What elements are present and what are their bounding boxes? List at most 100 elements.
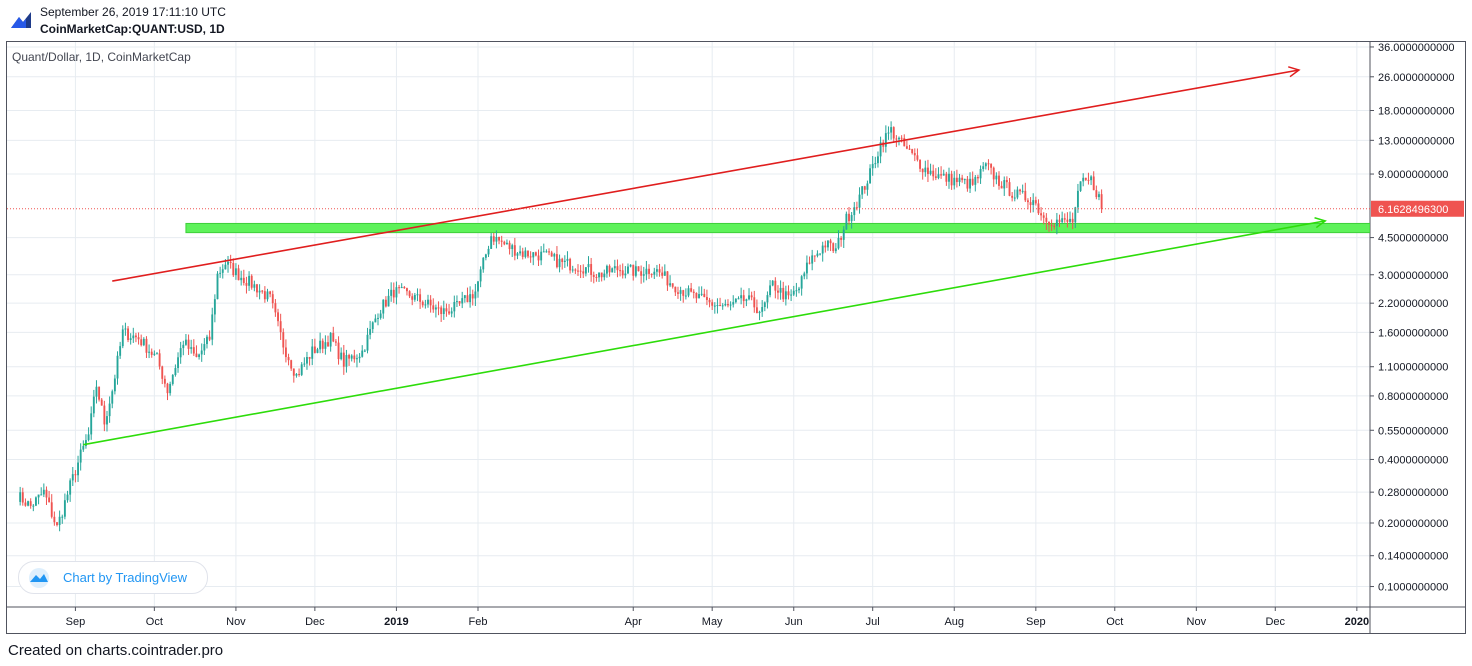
candle-down	[437, 307, 440, 309]
candle-up	[663, 271, 666, 276]
candle-down	[403, 287, 406, 289]
candle-up	[295, 373, 298, 376]
candle-up	[566, 258, 569, 261]
candle-up	[1098, 194, 1100, 198]
candle-up	[206, 336, 208, 345]
y-tick-label: 4.5000000000	[1378, 233, 1448, 245]
candle-up	[213, 299, 216, 315]
candle-up	[219, 272, 222, 274]
y-tick-label: 0.2800000000	[1378, 487, 1448, 499]
x-tick-label: Nov	[1187, 616, 1207, 628]
candle-up	[834, 248, 837, 252]
candle-down	[908, 148, 911, 150]
candle-up	[679, 290, 682, 294]
candle-down	[755, 307, 758, 314]
candle-up	[721, 305, 724, 307]
candle-down	[127, 328, 129, 341]
y-tick-label: 0.5500000000	[1378, 425, 1448, 437]
candle-down	[863, 186, 866, 190]
candle-up	[361, 350, 364, 357]
candle-up	[469, 294, 472, 303]
candle-up	[495, 236, 498, 242]
candle-up	[474, 291, 477, 299]
candle-up	[816, 253, 819, 256]
candle-down	[1053, 225, 1056, 227]
candle-up	[82, 446, 85, 450]
candle-down	[166, 383, 169, 394]
candle-down	[384, 299, 387, 307]
candle-down	[921, 168, 924, 173]
candle-up	[624, 273, 627, 276]
candle-down	[590, 264, 593, 275]
candle-up	[866, 183, 869, 190]
support-resistance-zone	[185, 222, 1370, 234]
candle-down	[408, 291, 411, 297]
candle-down	[134, 335, 137, 338]
candle-up	[1003, 180, 1006, 189]
candle-up	[784, 291, 787, 300]
y-tick-label: 0.4000000000	[1378, 454, 1448, 466]
candle-up	[795, 290, 798, 292]
candle-up	[963, 178, 966, 181]
y-tick-label: 36.0000000000	[1378, 42, 1454, 54]
candle-up	[171, 375, 174, 384]
candle-down	[895, 138, 898, 140]
candle-down	[298, 373, 301, 375]
candle-up	[942, 173, 945, 176]
y-tick-label: 26.0000000000	[1378, 72, 1454, 84]
candle-down	[787, 291, 790, 296]
candle-down	[1008, 182, 1011, 196]
candle-up	[184, 339, 187, 345]
candle-down	[934, 176, 937, 179]
candle-up	[456, 301, 458, 303]
candle-up	[306, 357, 308, 364]
candle-down	[1034, 200, 1037, 204]
candle-up	[884, 133, 887, 147]
candle-up	[687, 288, 690, 296]
candle-up	[311, 346, 314, 359]
candle-down	[595, 276, 598, 278]
y-tick-label: 0.8000000000	[1378, 391, 1448, 403]
candle-down	[708, 299, 711, 303]
candle-up	[605, 265, 608, 274]
candle-down	[1011, 195, 1014, 198]
candle-up	[540, 251, 543, 261]
candle-up	[216, 273, 219, 300]
candle-down	[53, 516, 56, 523]
x-tick-label: Oct	[1106, 616, 1123, 628]
candle-up	[845, 213, 848, 230]
candle-down	[458, 301, 461, 304]
candle-down	[98, 386, 101, 400]
support-trend-line	[83, 217, 1327, 446]
candle-down	[550, 252, 553, 257]
candle-down	[529, 256, 532, 258]
candle-up	[358, 356, 361, 359]
candle-up	[603, 273, 606, 278]
candle-up	[798, 288, 800, 291]
candle-down	[158, 353, 161, 367]
candle-up	[979, 168, 982, 179]
candle-up	[484, 254, 487, 258]
candle-up	[563, 260, 566, 262]
candle-down	[503, 241, 506, 245]
candle-down	[337, 342, 340, 360]
candle-down	[727, 303, 729, 306]
candle-down	[308, 357, 311, 359]
tradingview-badge[interactable]: Chart by TradingView	[18, 561, 208, 594]
y-tick-label: 0.2000000000	[1378, 518, 1448, 530]
header-symbol: CoinMarketCap:QUANT:USD, 1D	[40, 22, 225, 36]
candle-down	[695, 292, 698, 299]
candle-up	[769, 285, 772, 296]
candle-up	[377, 317, 379, 319]
candle-up	[748, 295, 750, 300]
candle-down	[1019, 189, 1021, 192]
candle-up	[1069, 218, 1071, 222]
candle-down	[671, 283, 674, 287]
candle-up	[477, 281, 479, 292]
candle-down	[945, 173, 948, 182]
candle-up	[350, 355, 353, 359]
candle-up	[169, 383, 172, 394]
candle-down	[600, 272, 603, 278]
candle-up	[669, 283, 672, 286]
